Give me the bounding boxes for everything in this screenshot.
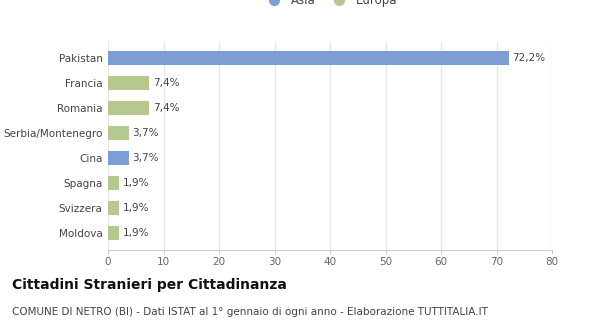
- Bar: [108, 101, 149, 115]
- Text: COMUNE DI NETRO (BI) - Dati ISTAT al 1° gennaio di ogni anno - Elaborazione TUTT: COMUNE DI NETRO (BI) - Dati ISTAT al 1° …: [12, 307, 488, 317]
- Bar: [108, 151, 128, 165]
- Bar: [108, 76, 149, 90]
- Text: 1,9%: 1,9%: [122, 228, 149, 238]
- Text: 3,7%: 3,7%: [133, 153, 159, 163]
- Text: 3,7%: 3,7%: [133, 128, 159, 138]
- Bar: [108, 176, 119, 190]
- Text: 72,2%: 72,2%: [512, 53, 546, 63]
- Bar: [108, 226, 119, 240]
- Bar: [108, 51, 509, 65]
- Text: 7,4%: 7,4%: [153, 103, 179, 113]
- Bar: [108, 201, 119, 215]
- Text: 1,9%: 1,9%: [122, 203, 149, 213]
- Legend: Asia, Europa: Asia, Europa: [258, 0, 402, 12]
- Text: 1,9%: 1,9%: [122, 178, 149, 188]
- Text: 7,4%: 7,4%: [153, 78, 179, 88]
- Text: Cittadini Stranieri per Cittadinanza: Cittadini Stranieri per Cittadinanza: [12, 278, 287, 292]
- Bar: [108, 126, 128, 140]
